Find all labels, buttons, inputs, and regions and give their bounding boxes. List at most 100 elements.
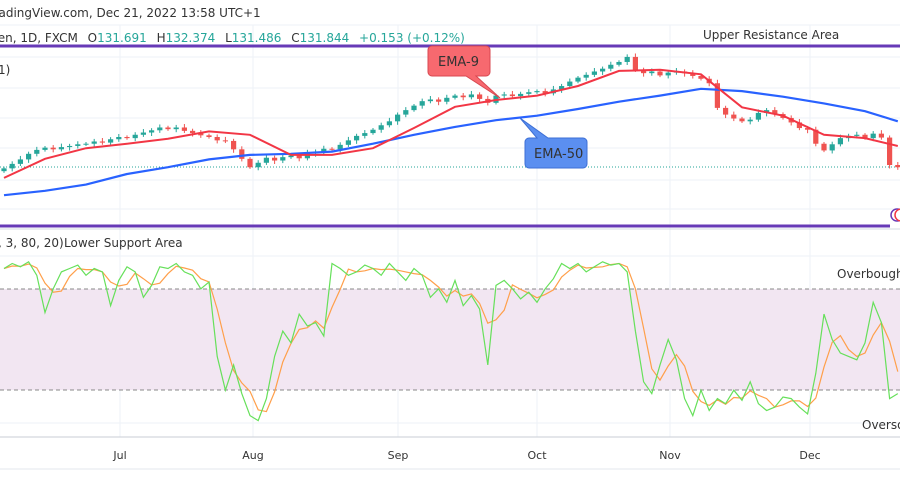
ema-50-callout-label: EMA-50 [534,147,583,162]
stoch-k-line [3,260,899,422]
candle [731,114,737,119]
candle [567,81,573,87]
candle [468,94,474,98]
candle [83,143,89,145]
candle [608,64,614,69]
candle [329,148,335,150]
candle [116,137,122,140]
candle [575,77,581,82]
candle [632,56,638,70]
candle [99,141,105,143]
tick-oct: Oct [527,449,547,462]
candle [247,158,253,168]
candle [411,105,417,111]
candle [460,95,466,98]
candle [140,132,146,135]
tick-dec: Dec [799,449,820,462]
candle [714,83,720,108]
candle [624,56,630,62]
candle [518,93,524,97]
candle [17,159,23,164]
overbought-oversold-band [0,289,900,390]
candle [9,163,15,169]
candle [854,134,860,136]
candle [583,74,589,78]
candle [690,73,696,76]
candle [600,68,606,72]
candle [280,157,286,161]
candle [222,140,228,142]
candle [862,134,868,139]
candle [805,128,811,130]
open-value: 131.691 [97,31,147,45]
ema-9-callout[interactable]: EMA-9 [427,45,501,99]
candle [591,71,597,75]
ohlc-legend: Yen, 1D, FXCM O131.691 H132.374 L131.486… [0,31,465,45]
candle [42,147,48,150]
candle [436,99,442,102]
candle [444,97,450,102]
candle [362,133,368,136]
candle [813,129,819,144]
candle [149,130,155,133]
candle [747,119,753,122]
candle [895,165,900,168]
candle [108,139,114,143]
candle [427,99,433,102]
candle [616,61,622,65]
candle [477,94,483,99]
overbought-label: Overbought [837,267,900,281]
candle [657,71,663,76]
tick-aug: Aug [242,449,263,462]
candle [206,135,212,138]
candle [542,91,548,94]
candle [165,127,171,130]
upper-resistance-label: Upper Resistance Area [703,28,839,42]
candle [698,75,704,79]
candle [26,153,32,160]
candle [878,133,884,138]
high-value: 132.374 [166,31,216,45]
ema-9-line [3,68,899,179]
ema-9-callout-label: EMA-9 [438,55,479,70]
ema-50-callout[interactable]: EMA-50 [519,117,588,169]
source-line: TradingView.com, Dec 21, 2022 13:58 UTC+… [0,6,261,20]
candle [796,122,802,129]
candle [772,110,778,115]
candle [157,127,163,131]
lower-support-label: Lower Support Area [64,236,183,250]
candle [272,157,278,161]
candle [526,92,532,94]
tick-nov: Nov [659,449,681,462]
candle [821,143,827,151]
candle [559,86,565,90]
candle [665,72,671,76]
candle [198,133,204,136]
line-handle-red[interactable] [894,208,900,222]
change-value: +0.153 (+0.12%) [359,31,465,45]
candle [34,149,40,154]
candle [419,101,425,106]
symbol-info: Yen, 1D, FXCM [0,31,78,45]
candle [755,112,761,120]
candle [50,147,56,150]
candle [214,137,220,141]
candle [534,91,540,93]
candle [723,107,729,115]
candle [887,137,893,166]
candle [321,148,327,152]
candle [263,157,269,163]
candle [509,94,515,97]
candle [739,118,745,122]
candle [337,144,343,150]
time-axis: Jul Aug Sep Oct Nov Dec [112,449,820,462]
tick-jul: Jul [112,449,126,462]
ema-legend-fragment: 1) [0,63,10,77]
candle [354,135,360,141]
tick-sep: Sep [388,449,409,462]
candle [378,125,384,130]
candle [641,69,647,74]
candle [239,149,245,159]
candle [190,130,196,134]
